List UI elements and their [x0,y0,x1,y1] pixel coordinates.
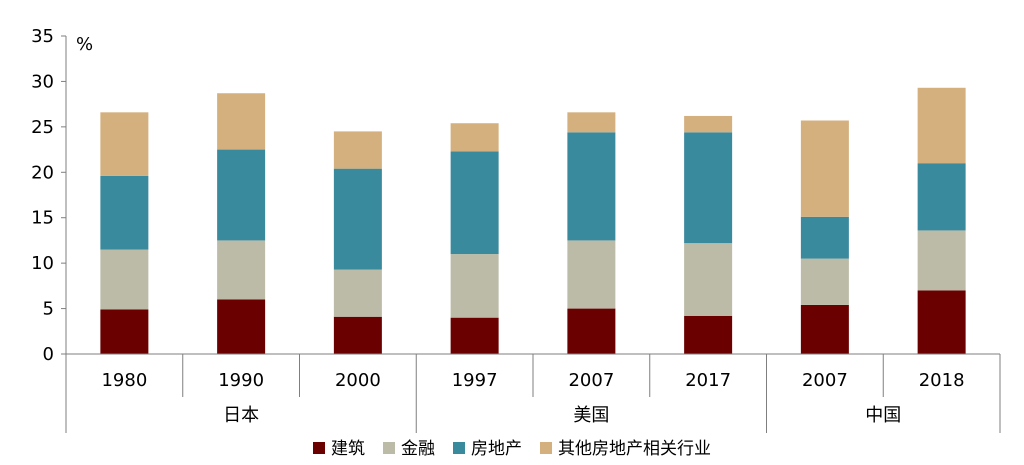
x-tick-label: 2007 [568,370,614,391]
bar-segment [567,112,616,133]
bar-segment [450,317,499,354]
x-tick-label: 1997 [452,370,498,391]
bar-segment [800,216,849,259]
bar-segment [567,240,616,309]
bar-segment [333,316,382,354]
y-tick-label: 15 [31,208,54,229]
x-tick-label: 1980 [101,370,147,391]
bar-segment [333,269,382,317]
legend: 建筑 金融 房地产 其他房地产相关行业 [313,439,711,459]
y-tick-label: 10 [31,253,54,274]
x-group-label: 日本 [223,405,259,426]
x-tick-label: 1990 [218,370,264,391]
bar-segment [450,151,499,255]
bar-segment [333,131,382,169]
bar-segment [217,93,266,150]
bar-segment [217,299,266,354]
bar-segment [800,120,849,217]
bar-segment [684,315,733,354]
bar-segment [684,115,733,133]
legend-label: 金融 [401,439,435,459]
bar-segment [217,149,266,241]
bar-segment [217,240,266,300]
x-tick-label: 2018 [919,370,965,391]
legend-label: 房地产 [471,439,522,459]
legend-swatch [540,442,552,454]
x-group-label: 中国 [865,405,901,426]
legend-swatch [313,442,325,454]
bar-segment [917,230,966,291]
legend-swatch [453,442,465,454]
x-group-label: 美国 [573,405,609,426]
legend-label: 其他房地产相关行业 [558,439,711,459]
bar-segment [333,168,382,270]
y-tick-label: 5 [43,299,54,320]
x-axis: 1980 1990 2000 1997 2007 2017 2007 2018 日本 美国 中国 [65,353,1001,433]
bar-segment [450,123,499,152]
bar-segment [917,87,966,164]
bar-segment [450,254,499,318]
bar-segment [567,308,616,354]
y-tick-label: 0 [43,344,54,365]
bar-segment [567,132,616,241]
bars-layer [100,87,966,354]
bar-segment [800,258,849,305]
bar-segment [917,163,966,231]
y-tick-label: 30 [31,71,54,92]
y-tick-label: 35 [31,26,54,47]
x-tick-label: 2000 [335,370,381,391]
legend-label: 建筑 [331,439,365,459]
y-axis: 0 5 10 15 20 25 30 35% [31,26,93,365]
y-tick-label: 25 [31,117,54,138]
bar-segment [917,290,966,354]
bar-segment [684,243,733,316]
bar-segment [100,249,149,310]
y-tick-label: 20 [31,162,54,183]
y-unit-label: % [76,34,93,55]
bar-segment [684,132,733,244]
legend-swatch [383,442,395,454]
bar-segment [100,175,149,250]
x-tick-label: 2007 [802,370,848,391]
bar-segment [100,112,149,176]
x-tick-label: 2017 [685,370,731,391]
bar-segment [100,309,149,354]
bar-segment [800,304,849,354]
